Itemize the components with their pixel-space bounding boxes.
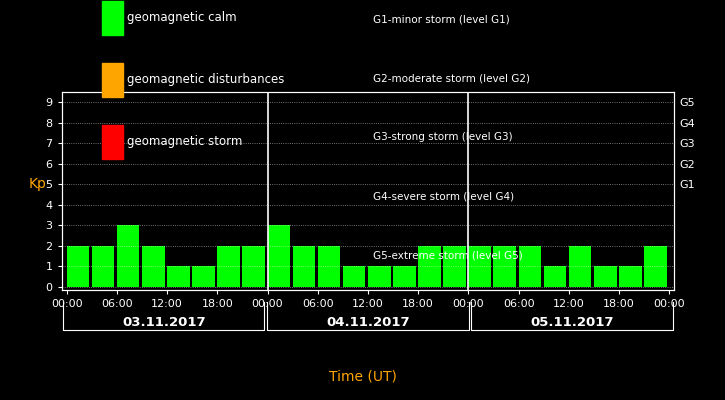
Bar [67,246,89,287]
Bar [393,266,415,287]
Text: Time (UT): Time (UT) [328,369,397,383]
Bar [518,246,541,287]
Bar [368,266,391,287]
Bar [569,246,592,287]
Text: 05.11.2017: 05.11.2017 [531,316,614,328]
Bar [167,266,190,287]
Bar [594,266,616,287]
Text: G2-moderate storm (level G2): G2-moderate storm (level G2) [373,73,531,83]
Text: G5-extreme storm (level G5): G5-extreme storm (level G5) [373,251,523,261]
Text: G4-severe storm (level G4): G4-severe storm (level G4) [373,192,515,202]
Bar [192,266,215,287]
Text: 03.11.2017: 03.11.2017 [122,316,206,328]
Bar [468,246,491,287]
Bar [142,246,165,287]
Bar [293,246,315,287]
Bar [644,246,667,287]
Y-axis label: Kp: Kp [28,177,46,191]
Bar [343,266,365,287]
Bar [418,246,441,287]
Bar [92,246,115,287]
Bar [117,225,139,287]
Bar [443,246,466,287]
Text: 04.11.2017: 04.11.2017 [326,316,410,328]
Bar [494,246,516,287]
Text: geomagnetic disturbances: geomagnetic disturbances [127,74,284,86]
Bar [218,246,240,287]
Bar [619,266,642,287]
Bar [242,246,265,287]
Bar [318,246,340,287]
Text: G3-strong storm (level G3): G3-strong storm (level G3) [373,132,513,142]
Text: geomagnetic storm: geomagnetic storm [127,136,242,148]
Text: G1-minor storm (level G1): G1-minor storm (level G1) [373,14,510,24]
Text: geomagnetic calm: geomagnetic calm [127,12,236,24]
Bar [544,266,566,287]
Bar [268,225,290,287]
